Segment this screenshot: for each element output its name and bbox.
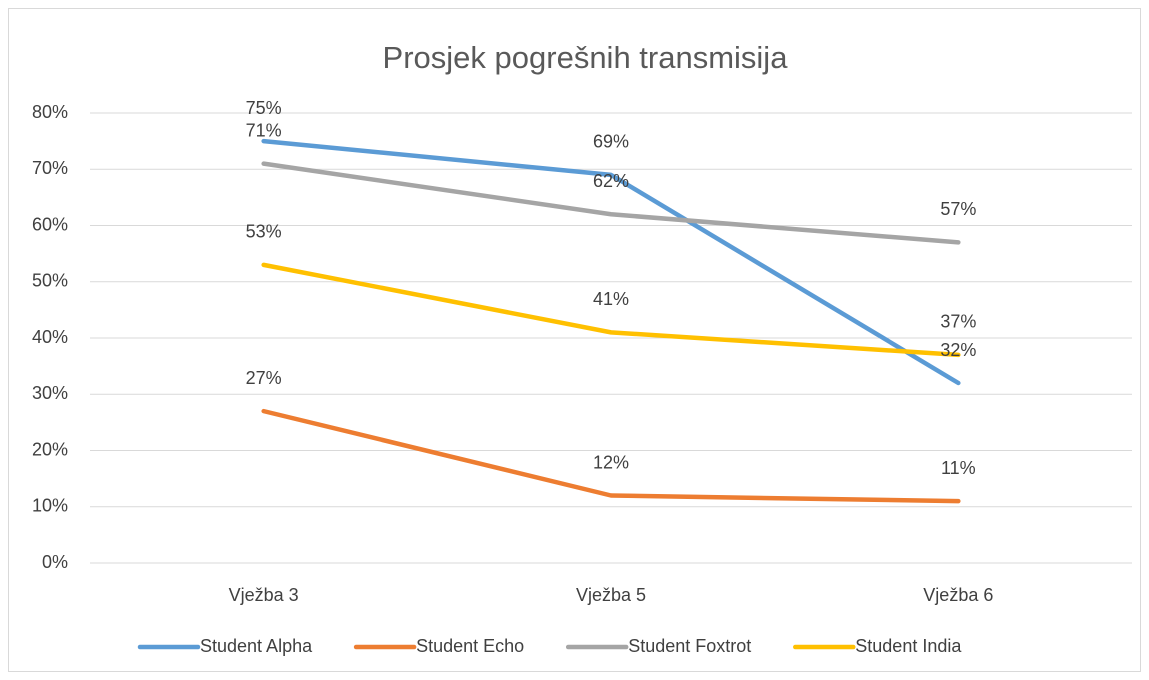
data-label: 75% — [246, 98, 282, 118]
data-label: 69% — [593, 132, 629, 152]
legend-label: Student India — [855, 636, 962, 656]
y-tick-label: 20% — [32, 439, 68, 459]
data-label: 12% — [593, 452, 629, 472]
series-line — [261, 262, 961, 358]
data-label: 57% — [940, 199, 976, 219]
y-tick-label: 30% — [32, 383, 68, 403]
data-label: 53% — [246, 222, 282, 242]
x-tick-label: Vježba 5 — [576, 585, 646, 605]
series-line — [261, 138, 961, 386]
data-label: 37% — [940, 312, 976, 332]
series-line — [261, 161, 961, 245]
y-tick-label: 50% — [32, 271, 68, 291]
chart-border — [8, 8, 1141, 672]
data-label: 41% — [593, 289, 629, 309]
data-label: 27% — [246, 368, 282, 388]
y-tick-label: 40% — [32, 327, 68, 347]
legend-label: Student Foxtrot — [628, 636, 751, 656]
series-line — [261, 408, 961, 504]
y-tick-label: 10% — [32, 496, 68, 516]
y-tick-label: 0% — [42, 552, 68, 572]
data-label: 62% — [593, 171, 629, 191]
legend-label: Student Echo — [416, 636, 524, 656]
legend-label: Student Alpha — [200, 636, 313, 656]
data-label: 11% — [941, 458, 976, 478]
y-tick-label: 80% — [32, 102, 68, 122]
y-tick-label: 60% — [32, 214, 68, 234]
x-tick-label: Vježba 6 — [923, 585, 993, 605]
chart-title: Prosjek pogrešnih transmisija — [383, 40, 789, 75]
data-label: 32% — [940, 340, 976, 360]
x-tick-label: Vježba 3 — [229, 585, 299, 605]
data-label: 71% — [246, 120, 282, 140]
y-tick-label: 70% — [32, 158, 68, 178]
